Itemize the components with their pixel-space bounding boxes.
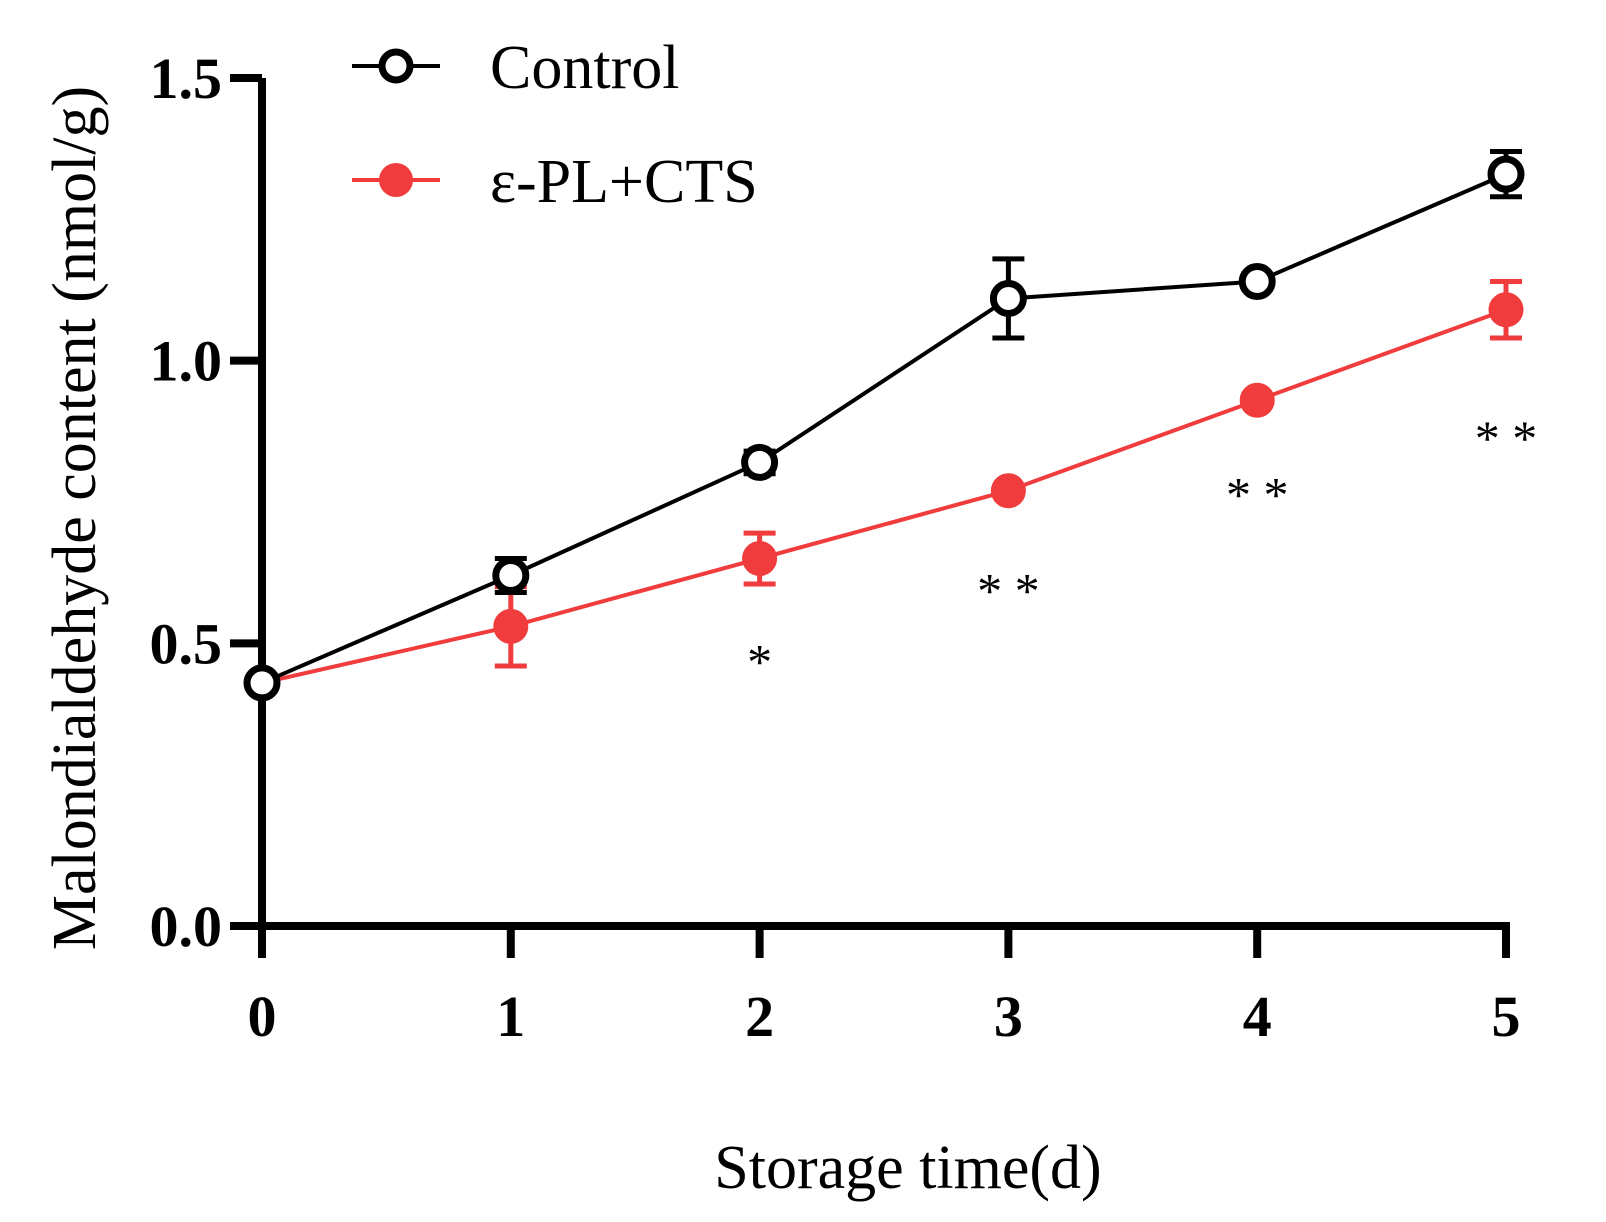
data-point [1488,292,1524,328]
series-line [261,307,1507,685]
y-tick-label: 0.5 [150,611,223,676]
series-line [261,172,1507,685]
data-point [492,556,530,594]
series-control [243,148,1525,702]
legend-item-control: Control [352,34,679,102]
x-tick-label: 0 [248,984,277,1049]
x-tick-label: 3 [994,984,1023,1049]
data-point [741,443,779,481]
legend-label: Control [490,34,679,102]
data-point [989,279,1027,317]
y-axis-title: Malondialdehyde content (nmol/g) [41,86,109,950]
significance-annotations: * * * * * * * [747,410,1537,689]
axes: 0.0 0.5 1.0 1.5 0 1 2 3 4 5 [150,46,1521,1049]
legend-marker [379,163,413,197]
legend-marker [378,48,414,84]
y-tick-label: 0.0 [150,894,223,959]
x-tick-label: 5 [1492,984,1521,1049]
legend-label: ε-PL+CTS [490,148,758,216]
legend-item-eplcts: ε-PL+CTS [352,148,758,216]
data-point [493,608,529,644]
legend: Control ε-PL+CTS [352,34,758,216]
significance-mark: * * [1226,467,1289,523]
y-tick-label: 1.5 [150,46,223,111]
series-eplcts [244,279,1524,701]
x-tick-label: 2 [745,984,774,1049]
x-axis-title: Storage time(d) [714,1134,1101,1202]
data-point [990,473,1026,509]
series-layer [243,148,1525,702]
data-point [243,664,281,702]
significance-mark: * * [1475,410,1538,466]
y-tick-label: 1.0 [150,329,223,394]
significance-mark: * * [977,563,1040,619]
data-point [1239,382,1275,418]
data-point [1238,263,1276,301]
x-tick-label: 4 [1243,984,1272,1049]
x-tick-label: 1 [496,984,525,1049]
data-point [1487,155,1525,193]
data-point [742,541,778,577]
significance-mark: * [747,633,772,689]
